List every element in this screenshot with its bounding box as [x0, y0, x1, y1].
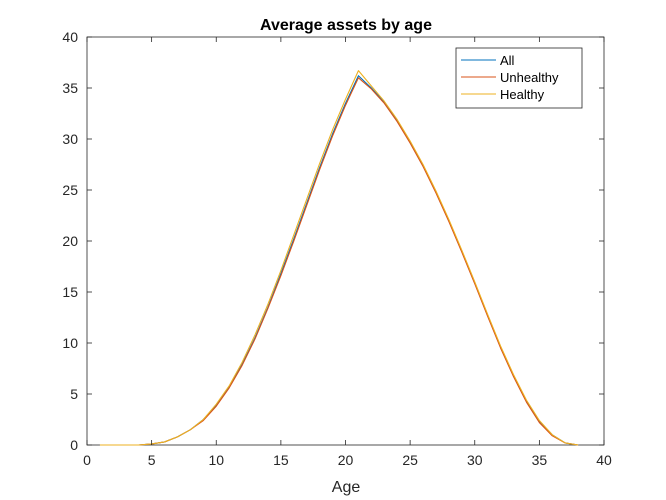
x-tick-label: 10 — [208, 452, 224, 468]
y-tick-label: 5 — [70, 386, 78, 402]
x-axis-label: Age — [332, 479, 361, 496]
x-tick-label: 25 — [402, 452, 418, 468]
y-tick-label: 0 — [70, 437, 78, 453]
legend-box — [455, 47, 583, 109]
x-tick-label: 35 — [532, 452, 548, 468]
y-tick-label: 10 — [62, 335, 78, 351]
y-tick-label: 30 — [62, 131, 78, 147]
x-tick-label: 5 — [148, 452, 156, 468]
legend-label-healthy: Healthy — [500, 87, 545, 102]
legend: All Unhealthy Healthy — [455, 47, 583, 109]
legend-label-unhealthy: Unhealthy — [500, 70, 559, 85]
x-tick-label: 15 — [273, 452, 289, 468]
x-tick-label: 40 — [596, 452, 612, 468]
y-tick-label: 15 — [62, 284, 78, 300]
chart-title: Average assets by age — [260, 17, 432, 34]
legend-label-all: All — [500, 53, 515, 68]
x-tick-label: 30 — [467, 452, 483, 468]
y-tick-label: 35 — [62, 80, 78, 96]
x-tick-label: 0 — [83, 452, 91, 468]
y-tick-label: 20 — [62, 233, 78, 249]
series-line-healthy — [99, 70, 579, 446]
y-tick-label: 25 — [62, 182, 78, 198]
y-tick-label: 40 — [62, 29, 78, 45]
x-tick-label: 20 — [338, 452, 354, 468]
